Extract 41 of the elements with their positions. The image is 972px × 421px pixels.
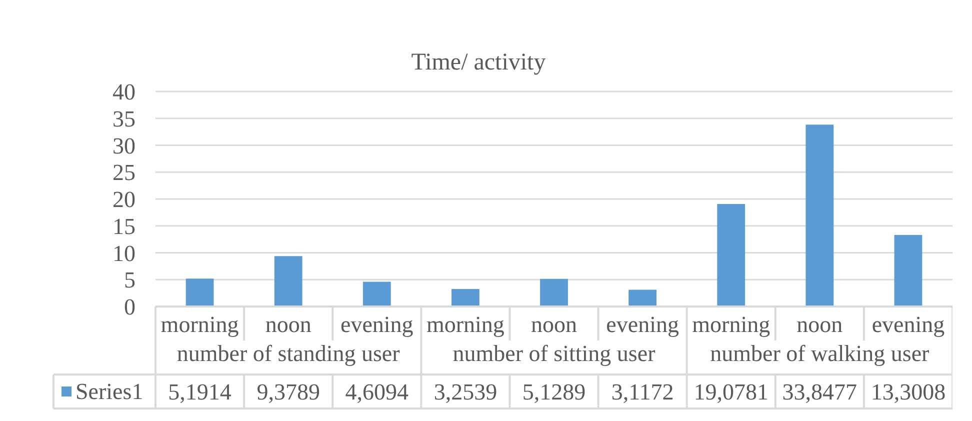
bar — [628, 290, 657, 306]
text: number of sitting user — [452, 341, 656, 366]
bar — [717, 204, 746, 306]
data-label: 19,0781 — [694, 380, 768, 404]
x-tick-label: evening — [606, 312, 680, 337]
y-tick-label: 40 — [112, 80, 136, 104]
chart-title: Time/ activity — [411, 50, 546, 76]
bar — [186, 278, 214, 306]
x-tick-label: noon — [265, 312, 312, 337]
x-tick-label: noon — [531, 312, 578, 337]
y-tick-label: 0 — [124, 294, 136, 320]
x-tick-label: evening — [872, 312, 946, 337]
x-tick-label: morning — [426, 312, 505, 337]
data-label: 3,1172 — [611, 380, 674, 404]
y-tick-label: 20 — [112, 187, 136, 212]
y-tick-label: 10 — [112, 240, 136, 266]
bar — [806, 124, 834, 306]
bar — [540, 278, 568, 306]
bar — [451, 289, 480, 306]
y-tick-label: 25 — [112, 160, 136, 186]
y-tick-label: 5 — [124, 268, 136, 293]
data-label: 5,1289 — [522, 380, 586, 404]
data-label: 3,2539 — [434, 380, 498, 404]
bar — [362, 282, 391, 306]
y-tick-label: 35 — [112, 106, 136, 132]
bar — [274, 256, 302, 306]
y-tick-label: 30 — [112, 133, 136, 158]
text: number of walking user — [710, 341, 930, 366]
x-tick-label: noon — [796, 312, 844, 337]
data-label: 13,3008 — [870, 380, 946, 404]
bar — [894, 235, 922, 306]
data-label: 4,6094 — [345, 380, 410, 404]
data-label: 9,3789 — [256, 380, 320, 404]
data-label: 33,8477 — [782, 380, 858, 404]
x-tick-label: morning — [692, 312, 771, 337]
x-tick-label: evening — [340, 312, 414, 337]
legend-label: Series1 — [76, 379, 144, 404]
x-tick-label: morning — [160, 312, 240, 337]
data-label: 5,1914 — [168, 380, 232, 404]
text: number of standing user — [176, 341, 400, 366]
y-tick-label: 15 — [112, 214, 136, 239]
